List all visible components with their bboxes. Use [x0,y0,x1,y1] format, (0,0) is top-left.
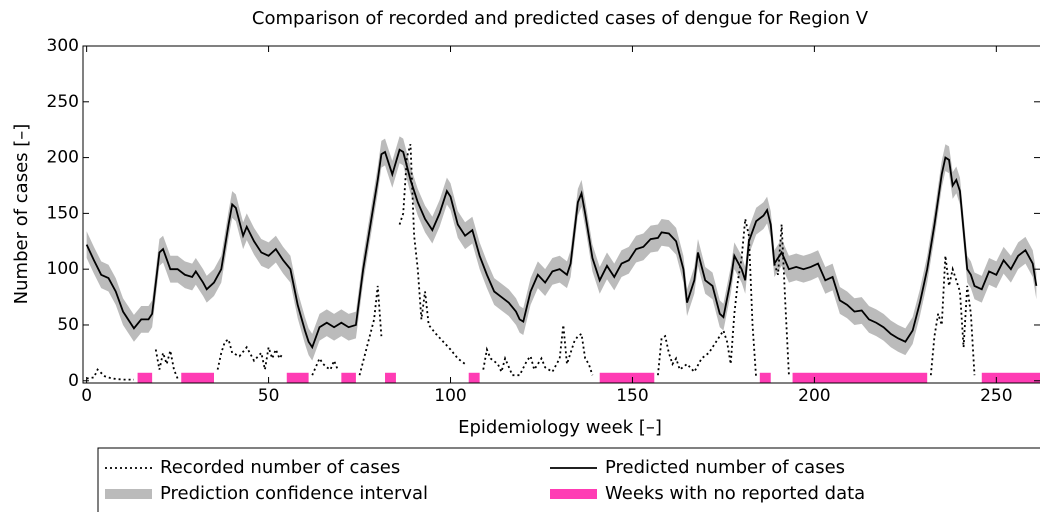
x-tick-label: 150 [616,386,648,406]
y-tick-label: 150 [47,203,79,223]
no-data-range [792,372,928,383]
x-axis-label: Epidemiology week [–] [458,417,662,438]
confidence-band [86,136,1037,361]
x-tick-label: 100 [434,386,466,406]
no-data-range [286,372,309,383]
no-data-range [137,372,153,383]
no-data-range [468,372,480,383]
no-data-range [385,372,396,383]
no-data-range [181,372,214,383]
legend-label: Recorded number of cases [160,457,400,478]
y-axis-label: Number of cases [–] [11,124,32,305]
no-data-range [759,372,771,383]
series-line [86,143,976,381]
x-tick-label: 0 [81,386,92,406]
no-data-range [341,372,356,383]
no-data-range [981,372,1040,383]
x-tick-label: 250 [980,386,1012,406]
no-data-range [599,372,655,383]
legend-label: Weeks with no reported data [605,483,865,504]
series-line [85,148,1038,350]
y-tick-label: 300 [47,36,79,56]
legend-box [97,447,1040,512]
x-tick-label: 50 [258,386,280,406]
x-tick-label: 200 [798,386,830,406]
y-tick-label: 0 [68,371,79,391]
y-tick-label: 50 [57,315,79,335]
y-tick-label: 100 [47,259,79,279]
y-tick-label: 200 [47,148,79,168]
legend-label: Predicted number of cases [605,457,845,478]
plot-frame [82,45,1040,384]
y-tick-label: 250 [47,92,79,112]
chart-title: Comparison of recorded and predicted cas… [252,8,869,29]
legend-label: Prediction confidence interval [160,483,428,504]
